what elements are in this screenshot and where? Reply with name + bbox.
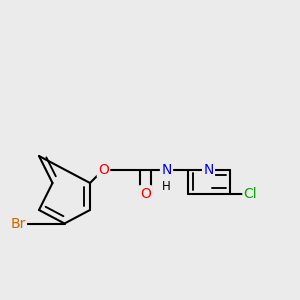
Text: Br: Br	[10, 217, 26, 230]
Text: O: O	[140, 187, 151, 200]
Text: N: N	[203, 163, 214, 176]
Text: N: N	[161, 163, 172, 176]
Text: Cl: Cl	[244, 187, 257, 200]
Text: N: N	[161, 163, 172, 176]
Text: O: O	[98, 163, 109, 176]
Text: H: H	[162, 179, 171, 193]
